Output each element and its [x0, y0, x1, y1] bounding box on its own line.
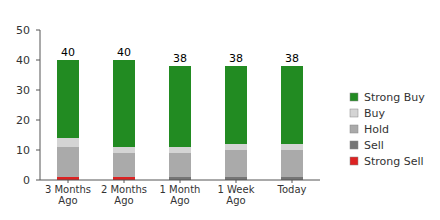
x-tick-label-line: 2 Months	[101, 184, 147, 195]
bar-segment	[225, 150, 247, 177]
bar-segment	[225, 66, 247, 144]
x-tick-label-line: Today	[277, 184, 307, 195]
legend-swatch	[350, 141, 358, 149]
legend-label: Sell	[364, 139, 384, 152]
bar-segment	[169, 153, 191, 177]
legend-swatch	[350, 93, 358, 101]
x-tick-label-line: 3 Months	[45, 184, 91, 195]
bar-segment	[113, 153, 135, 177]
bar-segment	[281, 150, 303, 177]
x-tick-label: 1 WeekAgo	[218, 184, 255, 206]
bar-segment	[113, 147, 135, 153]
total-label: 38	[285, 52, 299, 65]
bar-segment	[57, 138, 79, 147]
y-tick	[36, 30, 40, 31]
bar-segment	[169, 66, 191, 147]
legend-label: Buy	[364, 107, 386, 120]
legend-swatch	[350, 125, 358, 133]
y-tick	[36, 150, 40, 151]
total-label: 40	[117, 46, 131, 59]
y-tick	[36, 60, 40, 61]
x-tick-label-line: Ago	[226, 195, 245, 206]
x-tick	[292, 180, 293, 183]
legend-label: Strong Buy	[364, 91, 425, 104]
y-tick-label: 20	[16, 114, 30, 127]
x-tick-label-line: Ago	[114, 195, 133, 206]
chart: 4040383838010203040503 MonthsAgo2 Months…	[0, 0, 440, 220]
legend-swatch	[350, 157, 358, 165]
y-tick-label: 50	[16, 24, 30, 37]
x-tick	[180, 180, 181, 183]
bar-segment	[57, 147, 79, 177]
bar-segment	[169, 147, 191, 153]
x-tick	[68, 180, 69, 183]
y-tick-label: 10	[16, 144, 30, 157]
x-tick-label-line: Ago	[170, 195, 189, 206]
legend-swatch	[350, 109, 358, 117]
x-tick-label: 1 MonthAgo	[160, 184, 201, 206]
bar-segment	[225, 144, 247, 150]
x-tick	[236, 180, 237, 183]
x-tick-label: Today	[277, 184, 307, 195]
x-tick-label-line: 1 Month	[160, 184, 201, 195]
total-label: 38	[173, 52, 187, 65]
total-label: 38	[229, 52, 243, 65]
y-axis-line	[40, 30, 41, 180]
legend-label: Hold	[364, 123, 389, 136]
bar-segment	[281, 66, 303, 144]
bar-segment	[57, 60, 79, 138]
x-tick-label-line: Ago	[58, 195, 77, 206]
total-label: 40	[61, 46, 75, 59]
y-tick	[36, 180, 40, 181]
y-tick-label: 0	[23, 174, 30, 187]
x-tick-label-line: 1 Week	[218, 184, 255, 195]
bar-segment	[113, 60, 135, 147]
bar-segment	[281, 144, 303, 150]
y-tick	[36, 120, 40, 121]
y-tick	[36, 90, 40, 91]
x-tick-label: 2 MonthsAgo	[101, 184, 147, 206]
x-tick-label: 3 MonthsAgo	[45, 184, 91, 206]
legend-label: Strong Sell	[364, 155, 424, 168]
bars	[57, 60, 303, 180]
y-tick-label: 30	[16, 84, 30, 97]
x-tick	[124, 180, 125, 183]
y-tick-label: 40	[16, 54, 30, 67]
